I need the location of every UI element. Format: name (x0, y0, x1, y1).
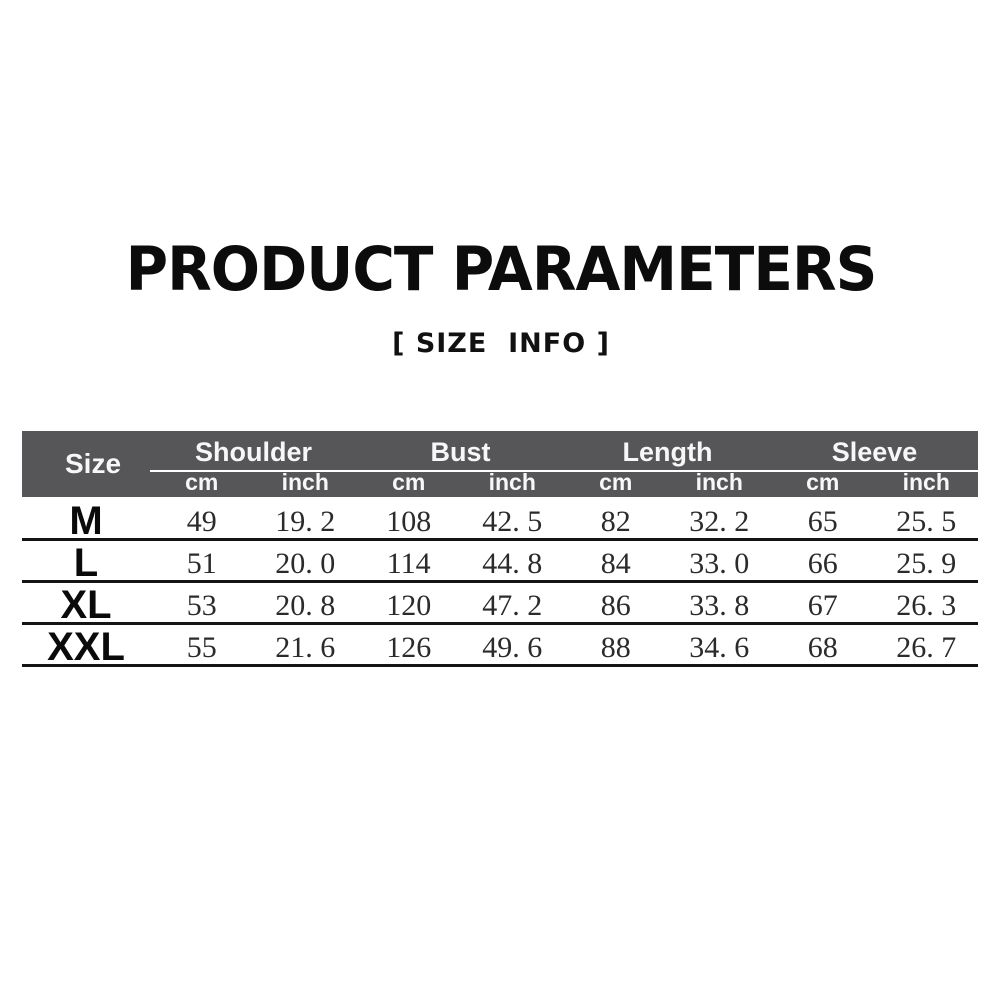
cell-length-inch: 32. 2 (689, 505, 750, 538)
unit-header-sleeve-cm: cm (806, 468, 840, 495)
column-group-bust: Bust (430, 437, 491, 467)
cell-bust-inch: 49. 6 (482, 631, 543, 664)
size-label: XXL (47, 625, 125, 669)
column-group-sleeve: Sleeve (831, 437, 918, 467)
unit-header-shoulder-cm: cm (185, 468, 219, 495)
cell-sleeve-cm: 68 (807, 631, 838, 664)
cell-bust-cm: 108 (386, 505, 432, 538)
cell-length-inch: 34. 6 (689, 631, 750, 664)
table-row-m: M 49 19. 2 108 42. 5 82 32. 2 65 25. 5 (22, 499, 978, 541)
size-label: L (73, 541, 99, 585)
page-subtitle: [ SIZE INFO ] (392, 328, 610, 359)
size-table: Size Shoulder Bust Length Sleeve cm inch… (22, 431, 978, 667)
table-header-background (22, 431, 978, 497)
cell-sleeve-inch: 25. 9 (896, 547, 957, 580)
cell-shoulder-inch: 20. 0 (275, 547, 336, 580)
table-body: M 49 19. 2 108 42. 5 82 32. 2 65 25. 5 L… (22, 499, 978, 667)
cell-length-cm: 84 (600, 547, 631, 580)
cell-sleeve-cm: 65 (807, 505, 838, 538)
column-group-length: Length (622, 437, 713, 467)
cell-length-cm: 86 (600, 589, 631, 622)
cell-length-cm: 82 (600, 505, 631, 538)
cell-sleeve-inch: 25. 5 (896, 505, 957, 538)
cell-shoulder-cm: 49 (186, 505, 217, 538)
unit-header-length-cm: cm (599, 468, 633, 495)
cell-shoulder-inch: 20. 8 (275, 589, 336, 622)
cell-shoulder-cm: 55 (186, 631, 217, 664)
table-row-xl: XL 53 20. 8 120 47. 2 86 33. 8 67 26. 3 (22, 583, 978, 625)
cell-shoulder-cm: 51 (186, 547, 217, 580)
size-label: XL (60, 583, 112, 627)
cell-sleeve-inch: 26. 7 (896, 631, 957, 664)
cell-length-inch: 33. 8 (689, 589, 750, 622)
cell-bust-cm: 114 (386, 547, 431, 580)
page-title: PRODUCT PARAMETERS (125, 234, 878, 305)
unit-header-bust-cm: cm (392, 468, 426, 495)
column-header-size: Size (64, 448, 122, 479)
cell-bust-cm: 126 (386, 631, 432, 664)
unit-header-bust-inch: inch (488, 468, 536, 495)
size-label: M (69, 499, 103, 543)
cell-shoulder-inch: 19. 2 (275, 505, 336, 538)
cell-bust-cm: 120 (386, 589, 432, 622)
unit-header-shoulder-inch: inch (281, 468, 329, 495)
cell-shoulder-inch: 21. 6 (275, 631, 336, 664)
cell-sleeve-cm: 67 (807, 589, 838, 622)
cell-length-cm: 88 (600, 631, 631, 664)
table-row-l: L 51 20. 0 114 44. 8 84 33. 0 66 25. 9 (22, 541, 978, 583)
cell-bust-inch: 47. 2 (482, 589, 543, 622)
cell-shoulder-cm: 53 (186, 589, 217, 622)
cell-sleeve-inch: 26. 3 (896, 589, 957, 622)
cell-bust-inch: 42. 5 (482, 505, 543, 538)
table-row-xxl: XXL 55 21. 6 126 49. 6 88 34. 6 68 26. 7 (22, 625, 978, 667)
header-divider-line (150, 470, 978, 472)
cell-sleeve-cm: 66 (807, 547, 838, 580)
cell-length-inch: 33. 0 (689, 547, 750, 580)
unit-header-length-inch: inch (695, 468, 743, 495)
unit-header-sleeve-inch: inch (902, 468, 950, 495)
table-header: Size Shoulder Bust Length Sleeve cm inch… (22, 431, 978, 497)
column-group-shoulder: Shoulder (194, 437, 312, 467)
cell-bust-inch: 44. 8 (482, 547, 543, 580)
